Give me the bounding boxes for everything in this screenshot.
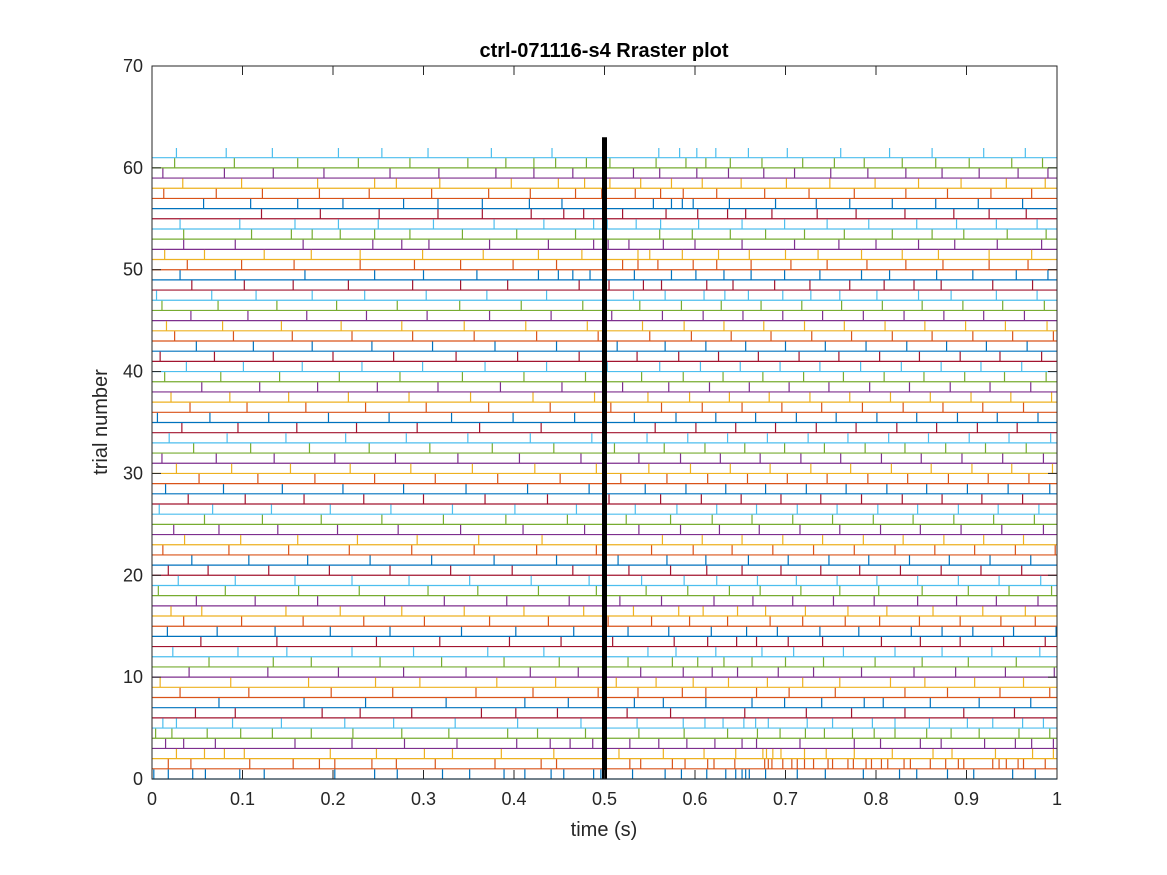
x-tick-label: 0.4	[501, 789, 526, 809]
x-tick-label: 0.8	[863, 789, 888, 809]
y-tick-label: 30	[123, 463, 143, 483]
y-tick-label: 10	[123, 667, 143, 687]
x-tick-label: 0.9	[954, 789, 979, 809]
x-tick-label: 0.5	[592, 789, 617, 809]
x-tick-label: 0.6	[682, 789, 707, 809]
y-tick-label: 70	[123, 56, 143, 76]
spike-ticks	[153, 147, 1057, 779]
x-tick-label: 0	[147, 789, 157, 809]
y-tick-label: 50	[123, 260, 143, 280]
y-axis-label: trial number	[90, 369, 112, 475]
x-tick-label: 0.1	[230, 789, 255, 809]
x-axis-ticks: 0 0.1 0.2 0.3 0.4 0.5 0.6 0.7 0.8 0.9 1	[147, 66, 1062, 809]
y-tick-label: 20	[123, 565, 143, 585]
y-tick-label: 60	[123, 158, 143, 178]
y-tick-label: 0	[133, 769, 143, 789]
x-axis-label: time (s)	[571, 819, 638, 841]
y-axis-ticks: 0 10 20 30 40 50 60 70	[123, 56, 1057, 789]
x-tick-label: 1	[1052, 789, 1062, 809]
x-tick-label: 0.3	[411, 789, 436, 809]
x-tick-label: 0.2	[320, 789, 345, 809]
x-tick-label: 0.7	[773, 789, 798, 809]
y-tick-label: 40	[123, 362, 143, 382]
chart-title: ctrl-071116-s4 Rraster plot	[479, 40, 728, 62]
